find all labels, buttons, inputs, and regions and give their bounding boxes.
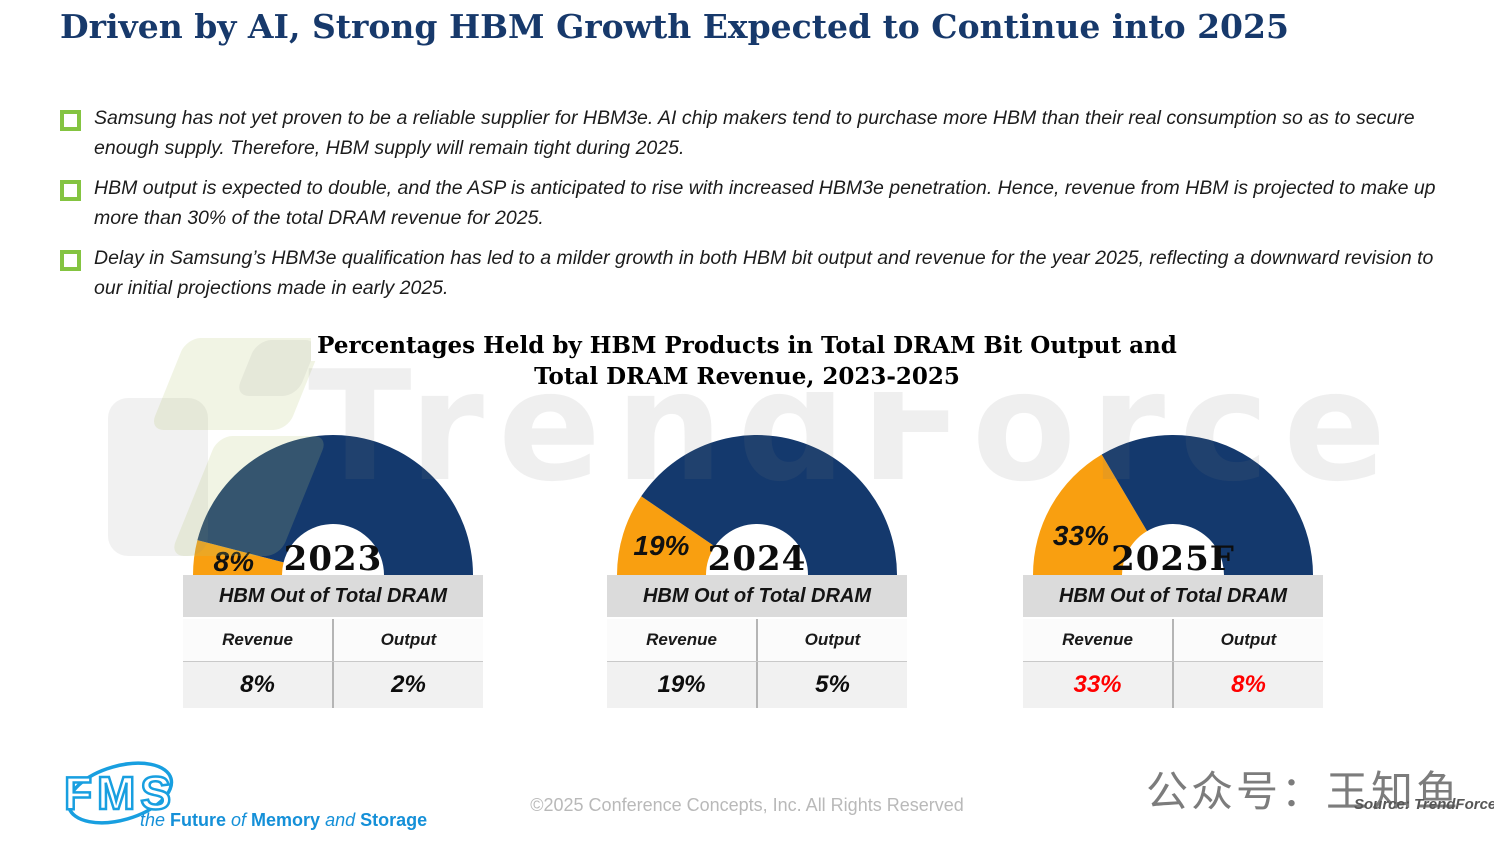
- remainder-slice: [641, 435, 897, 575]
- output-value: 8%: [1231, 671, 1266, 698]
- slice-percent-label: 19%: [633, 529, 690, 561]
- semicircle-donut-chart: [617, 435, 897, 575]
- column-output: Output: [804, 630, 861, 649]
- table-column-row: Revenue Output: [183, 619, 483, 662]
- gauge-year-label: 2024: [707, 539, 807, 579]
- fms-tagline-part: and: [320, 810, 361, 830]
- gauge-table: HBM Out of Total DRAM Revenue Output 8% …: [183, 575, 483, 708]
- column-output: Output: [380, 630, 437, 649]
- source-note: Source: TrendForce: [1354, 796, 1494, 813]
- bullet-list: Samsung has not yet proven to be a relia…: [60, 104, 1456, 314]
- green-square-bullet-icon: [60, 110, 81, 131]
- bullet-item: HBM output is expected to double, and th…: [60, 174, 1456, 233]
- semicircle-donut-chart: [193, 435, 473, 575]
- table-column-row: Revenue Output: [1023, 619, 1323, 662]
- slice-percent-label: 8%: [213, 546, 255, 578]
- fms-tagline-part: the: [140, 810, 171, 830]
- revenue-value: 19%: [607, 662, 758, 708]
- fms-tagline-part: Storage: [360, 810, 428, 830]
- chart-title: Percentages Held by HBM Products in Tota…: [0, 330, 1494, 392]
- column-output: Output: [1220, 630, 1277, 649]
- output-value: 2%: [391, 671, 426, 698]
- green-square-bullet-icon: [60, 180, 81, 201]
- semicircle-donut-chart: [1033, 435, 1313, 575]
- gauge-table: HBM Out of Total DRAM Revenue Output 19%…: [607, 575, 907, 708]
- bullet-text: HBM output is expected to double, and th…: [94, 177, 1436, 229]
- wechat-account-text: 公众号：王知鱼: [1146, 768, 1462, 815]
- output-value: 5%: [815, 671, 850, 698]
- hbm-slice: [193, 540, 284, 575]
- bullet-item: Samsung has not yet proven to be a relia…: [60, 104, 1456, 163]
- revenue-value: 33%: [1023, 662, 1174, 708]
- fms-tagline-part: Future: [170, 810, 227, 830]
- bullet-item: Delay in Samsung’s HBM3e qualification h…: [60, 244, 1456, 303]
- copyright-text: ©2025 Conference Concepts, Inc. All Righ…: [530, 795, 964, 815]
- chart-title-line1: Percentages Held by HBM Products in Tota…: [311, 330, 1183, 361]
- hbm-slice: [617, 496, 715, 575]
- column-revenue: Revenue: [183, 619, 334, 661]
- remainder-slice: [1101, 435, 1313, 575]
- column-revenue: Revenue: [607, 619, 758, 661]
- gauge-2024: 19% 2024 HBM Out of Total DRAM Revenue O…: [607, 435, 907, 708]
- table-header: HBM Out of Total DRAM: [607, 575, 907, 619]
- gauge-year-label: 2023: [283, 539, 383, 579]
- bullet-text: Delay in Samsung’s HBM3e qualification h…: [94, 247, 1434, 299]
- fms-logo-text: FMS: [65, 767, 176, 819]
- chart-title-line2: Total DRAM Revenue, 2023-2025: [528, 361, 966, 392]
- hbm-slice: [1033, 454, 1148, 575]
- slice-percent-label: 33%: [1052, 519, 1109, 551]
- fms-tagline-part: Memory: [251, 810, 321, 830]
- fms-tagline: the Future of Memory and Storage: [140, 810, 427, 831]
- gauge-year-label: 2025F: [1111, 539, 1235, 579]
- fms-logo-swoosh: [66, 761, 174, 825]
- table-value-row: 33% 8%: [1023, 662, 1323, 708]
- fms-logo: FMS: [65, 761, 176, 825]
- page-title: Driven by AI, Strong HBM Growth Expected…: [60, 7, 1289, 46]
- fms-tagline-part: of: [226, 810, 252, 830]
- remainder-slice: [197, 435, 473, 575]
- gauge-table: HBM Out of Total DRAM Revenue Output 33%…: [1023, 575, 1323, 708]
- gauge-2023: 8% 2023 HBM Out of Total DRAM Revenue Ou…: [183, 435, 483, 708]
- bullet-text: Samsung has not yet proven to be a relia…: [94, 107, 1415, 159]
- gauge-2025f: 33% 2025F HBM Out of Total DRAM Revenue …: [1023, 435, 1323, 708]
- column-revenue: Revenue: [1023, 619, 1174, 661]
- table-header: HBM Out of Total DRAM: [1023, 575, 1323, 619]
- table-value-row: 8% 2%: [183, 662, 483, 708]
- table-column-row: Revenue Output: [607, 619, 907, 662]
- revenue-value: 8%: [183, 662, 334, 708]
- green-square-bullet-icon: [60, 250, 81, 271]
- table-header: HBM Out of Total DRAM: [183, 575, 483, 619]
- table-value-row: 19% 5%: [607, 662, 907, 708]
